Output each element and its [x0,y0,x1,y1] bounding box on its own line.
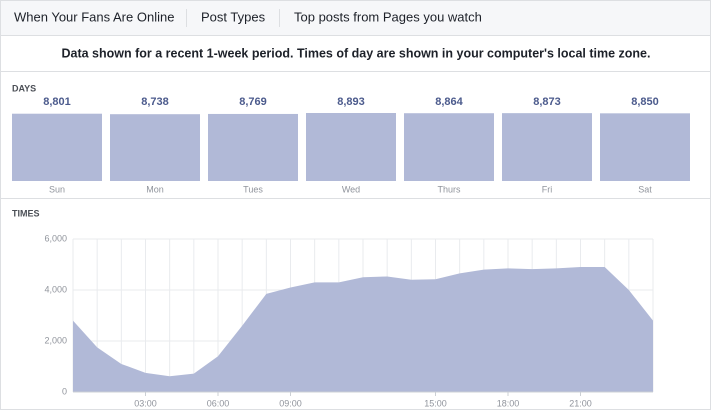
y-tick-label: 2,000 [44,335,67,345]
x-tick-label: 15:00 [424,398,447,408]
tab[interactable]: Top posts from Pages you watch [294,9,482,24]
day-bar [404,113,494,181]
day-value: 8,738 [141,96,169,108]
day-label: Thurs [437,184,461,194]
x-tick-label: 21:00 [569,398,592,408]
day-label: Sat [638,184,652,194]
tab-active[interactable]: When Your Fans Are Online [14,9,174,24]
day-bar [600,113,690,181]
day-bar [12,113,102,181]
tab-bar [1,1,710,35]
day-label: Fri [542,184,553,194]
days-title: DAYS [12,83,36,93]
day-value: 8,850 [631,96,659,108]
tab[interactable]: Post Types [201,9,266,24]
x-tick-label: 18:00 [497,398,520,408]
day-value: 8,769 [239,96,267,108]
x-tick-label: 09:00 [279,398,302,408]
times-chart: 0 2,000 4,000 6,000 03:00 06:00 09:00 15:00 18:0… [44,233,654,408]
day-label: Mon [146,184,164,194]
times-title: TIMES [12,208,40,218]
notice: Data shown for a recent 1-week period. T… [61,46,650,60]
day-value: 8,873 [533,96,561,108]
y-tick-label: 0 [62,386,67,396]
y-tick-label: 6,000 [44,233,67,243]
day-bar [208,113,298,181]
y-tick-label: 4,000 [44,284,67,294]
area [73,267,653,392]
day-bar [502,113,592,181]
day-label: Sun [49,184,65,194]
day-value: 8,864 [435,96,463,108]
days-chart: 8,801 Sun 8,738 Mon 8,769 Tues 8,893 Wed 8,864 Th… [12,96,690,194]
x-tick-label: 06:00 [207,398,230,408]
day-value: 8,893 [337,96,365,108]
day-value: 8,801 [43,96,71,108]
day-label: Wed [342,184,360,194]
day-bar [110,114,200,181]
x-tick-label: 03:00 [134,398,157,408]
day-bar [306,113,396,181]
day-label: Tues [243,184,263,194]
